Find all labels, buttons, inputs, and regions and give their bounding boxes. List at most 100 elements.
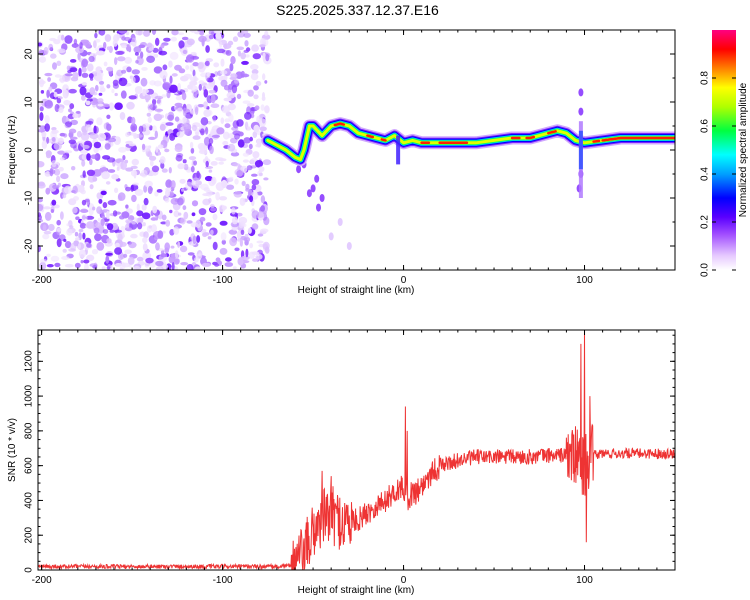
- noise-blob: [156, 99, 161, 104]
- noise-blob: [90, 77, 94, 81]
- noise-blob: [106, 223, 114, 231]
- noise-blob: [114, 57, 118, 66]
- noise-blob: [128, 46, 132, 53]
- noise-blob: [237, 238, 241, 242]
- noise-blob: [46, 153, 52, 159]
- noise-blob: [160, 253, 168, 258]
- noise-blob: [208, 137, 214, 145]
- noise-blob: [170, 36, 177, 42]
- noise-blob: [186, 263, 194, 270]
- noise-blob: [128, 95, 137, 100]
- noise-blob: [253, 124, 260, 133]
- noise-blob: [241, 73, 250, 78]
- noise-blob: [208, 89, 216, 94]
- noise-blob: [54, 74, 62, 78]
- noise-blob: [38, 49, 43, 56]
- noise-blob: [161, 94, 167, 98]
- noise-blob: [164, 247, 170, 254]
- noise-blob: [89, 263, 98, 268]
- y-tick-label: 20: [24, 48, 35, 60]
- noise-blob: [64, 73, 74, 77]
- noise-blob: [236, 170, 244, 177]
- noise-blob: [219, 220, 228, 226]
- noise-blob: [114, 187, 119, 193]
- noise-blob: [177, 32, 185, 36]
- noise-blob: [254, 160, 264, 168]
- noise-blob: [43, 230, 52, 235]
- noise-blob: [252, 258, 258, 262]
- noise-blob: [50, 53, 57, 59]
- chart-title: S225.2025.337.12.37.E16: [276, 2, 439, 18]
- noise-blob: [81, 66, 87, 73]
- noise-blob: [246, 165, 253, 171]
- noise-blob: [260, 205, 266, 212]
- noise-blob: [38, 245, 41, 253]
- noise-blob: [86, 221, 95, 229]
- noise-blob: [131, 221, 136, 225]
- noise-blob: [99, 85, 105, 89]
- noise-blob: [190, 110, 196, 115]
- noise-blob: [68, 88, 77, 94]
- noise-blob: [225, 257, 232, 262]
- noise-blob: [177, 107, 183, 113]
- noise-blob: [187, 252, 195, 256]
- noise-blob: [183, 73, 193, 79]
- noise-blob: [56, 175, 61, 183]
- noise-blob: [71, 166, 76, 171]
- noise-blob: [58, 166, 64, 172]
- noise-blob: [225, 50, 232, 56]
- noise-blob: [106, 238, 112, 244]
- noise-blob: [68, 128, 77, 134]
- noise-blob: [162, 64, 168, 71]
- noise-blob: [114, 247, 123, 255]
- noise-blob: [200, 117, 209, 126]
- noise-blob: [241, 30, 249, 34]
- noise-blob: [71, 43, 79, 48]
- noise-blob: [249, 195, 254, 203]
- noise-blob: [148, 104, 158, 110]
- noise-blob: [221, 179, 228, 189]
- noise-blob: [319, 194, 325, 202]
- noise-blob: [204, 60, 210, 66]
- noise-blob: [212, 261, 218, 266]
- noise-blob: [60, 173, 69, 180]
- noise-blob: [107, 137, 117, 143]
- noise-blob: [207, 236, 212, 240]
- noise-blob: [152, 125, 157, 132]
- noise-blob: [230, 151, 240, 157]
- noise-blob: [181, 92, 187, 101]
- noise-blob: [130, 233, 138, 239]
- noise-blob: [259, 126, 267, 132]
- noise-blob: [310, 184, 316, 193]
- noise-blob: [244, 111, 252, 120]
- noise-blob: [169, 51, 179, 60]
- noise-blob: [63, 238, 67, 242]
- noise-blob: [262, 159, 272, 166]
- noise-blob: [242, 152, 250, 157]
- noise-blob: [258, 166, 265, 172]
- colorbar-tick-label: 0.8: [700, 71, 711, 85]
- noise-blob: [105, 255, 110, 264]
- noise-blob: [154, 130, 158, 139]
- noise-blob: [205, 160, 209, 168]
- noise-blob: [81, 72, 89, 78]
- noise-blob: [146, 42, 153, 48]
- noise-blob: [182, 107, 187, 117]
- noise-blob: [255, 80, 262, 87]
- noise-blob: [247, 126, 251, 130]
- noise-blob: [139, 217, 144, 221]
- noise-blob: [103, 61, 108, 67]
- noise-blob: [59, 157, 65, 161]
- noise-blob: [38, 203, 44, 212]
- noise-blob: [85, 215, 95, 220]
- noise-blob: [105, 181, 111, 185]
- noise-blob: [88, 55, 95, 63]
- noise-blob: [200, 128, 205, 136]
- noise-blob: [46, 90, 50, 99]
- noise-blob: [63, 99, 71, 106]
- noise-blob: [39, 258, 48, 263]
- noise-blob: [80, 208, 88, 213]
- noise-blob: [118, 77, 128, 87]
- noise-blob: [100, 190, 107, 196]
- noise-blob: [264, 105, 270, 114]
